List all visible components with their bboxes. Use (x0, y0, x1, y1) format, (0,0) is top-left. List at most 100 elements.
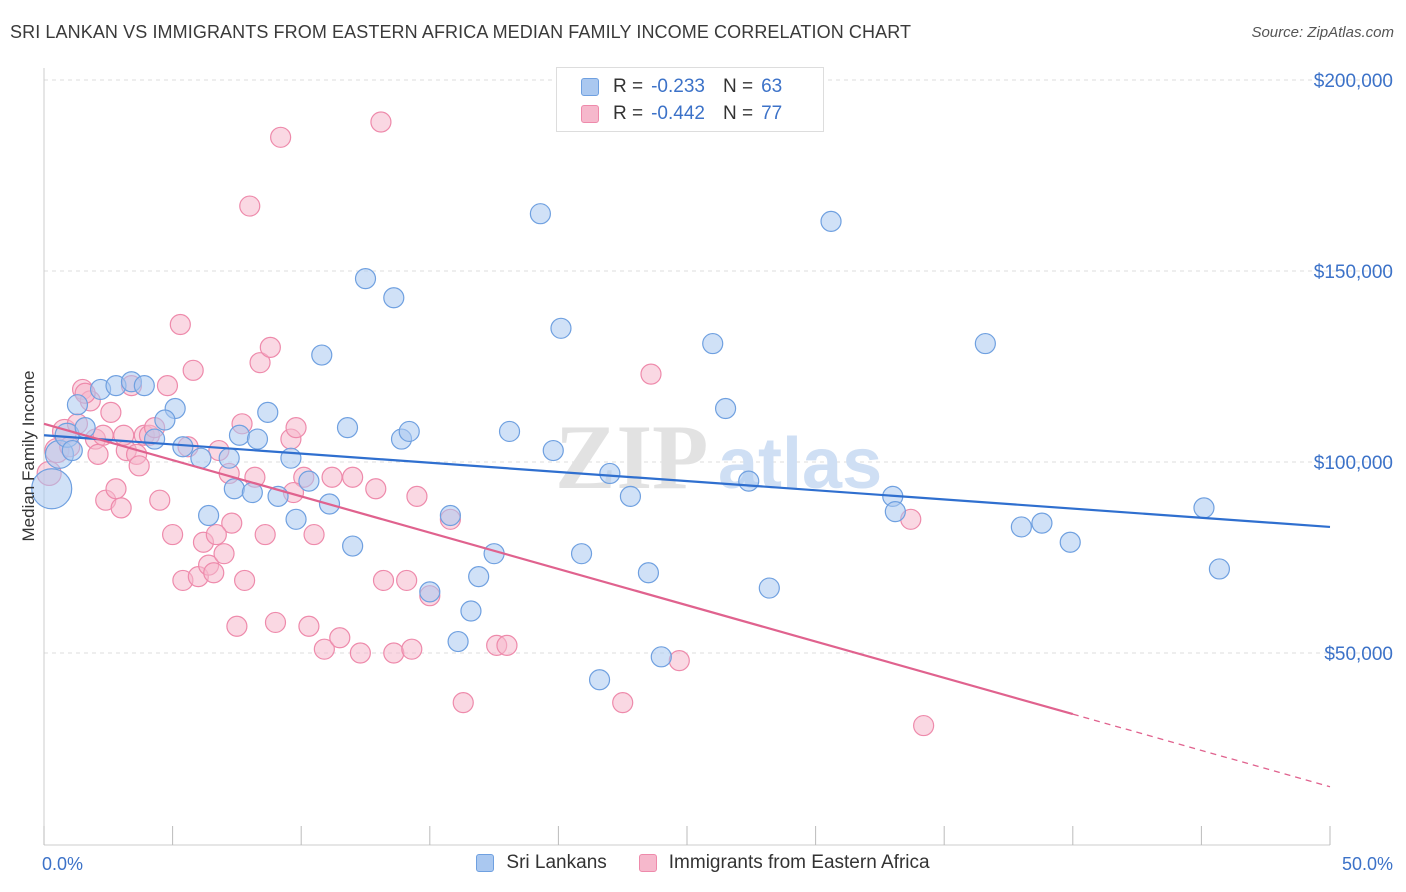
data-point (599, 462, 621, 485)
data-point (460, 600, 482, 622)
data-point (1010, 516, 1032, 538)
data-point (637, 562, 660, 584)
data-point (311, 344, 333, 366)
data-point (612, 692, 634, 714)
legend-n-value: 77 (761, 103, 783, 124)
data-point (218, 447, 240, 469)
data-point (264, 611, 287, 634)
data-point (246, 428, 269, 450)
data-point (128, 455, 150, 477)
data-point (396, 569, 418, 592)
data-point (372, 569, 395, 592)
data-point (61, 439, 83, 462)
data-point (66, 394, 89, 416)
data-point (249, 352, 271, 374)
data-point (133, 375, 155, 397)
data-point (702, 332, 724, 355)
watermark: ZIP atlas (555, 406, 882, 508)
data-point (342, 466, 364, 488)
y-axis-title: Median Family Income (19, 370, 38, 541)
data-point (1031, 512, 1053, 534)
data-point (550, 317, 572, 339)
data-point (447, 630, 469, 653)
data-point (439, 504, 461, 527)
data-point (498, 420, 521, 443)
legend-row-eastern-africa: R = -0.442 N = 77 (581, 102, 782, 126)
correlation-legend: R = -0.233 N = 63 R = -0.442 N = 77 (556, 67, 824, 132)
y-tick-label: $100,000 (1314, 453, 1393, 474)
legend-swatch-blue (581, 78, 599, 96)
series-swatch-pink (638, 854, 657, 872)
data-point (383, 287, 405, 309)
legend-n-label: N = (722, 76, 754, 97)
data-point (100, 401, 122, 423)
data-point (270, 126, 292, 148)
data-point (974, 332, 996, 355)
data-point (1193, 497, 1215, 519)
data-point (570, 543, 593, 565)
data-point (205, 523, 227, 546)
series-legend: Sri Lankans Immigrants from Eastern Afri… (0, 852, 1406, 874)
data-point (259, 336, 281, 358)
data-point (182, 359, 204, 381)
data-point (303, 523, 325, 546)
data-point (257, 401, 279, 423)
legend-row-sri-lankans: R = -0.233 N = 63 (581, 75, 782, 99)
data-point (298, 615, 320, 637)
legend-r-label: R = (613, 103, 644, 124)
data-point (226, 615, 248, 637)
data-point (650, 646, 672, 668)
data-point (223, 478, 245, 500)
data-point (234, 569, 256, 592)
trendline-eastern-africa (43, 422, 1074, 716)
data-point (1059, 531, 1081, 553)
series-legend-eastern-africa[interactable]: Immigrants from Eastern Africa (638, 852, 930, 874)
data-point (280, 447, 302, 469)
data-point (228, 424, 251, 446)
data-point (239, 195, 261, 217)
data-point (884, 501, 906, 523)
data-point (285, 417, 307, 439)
legend-r-value: -0.442 (651, 103, 705, 124)
data-point (398, 420, 420, 443)
blue-points (31, 203, 1231, 691)
data-point (221, 512, 243, 534)
data-point (588, 669, 611, 691)
data-point (169, 313, 191, 336)
data-point (419, 581, 441, 603)
data-point (738, 470, 760, 492)
data-point (298, 470, 320, 492)
data-point (619, 485, 642, 507)
data-point (285, 508, 307, 530)
x-tick-label-min: 0.0% (42, 854, 83, 874)
data-point (468, 565, 490, 588)
y-tick-label: $200,000 (1314, 71, 1393, 92)
data-point (640, 363, 662, 385)
data-point (714, 397, 737, 420)
series-label: Immigrants from Eastern Africa (668, 852, 930, 873)
legend-n-value: 63 (761, 76, 783, 97)
data-point (370, 111, 392, 133)
trendline-sri-lankans (43, 434, 1331, 529)
y-tick-label: $150,000 (1314, 262, 1393, 283)
source-label: Source: ZipAtlas.com (1251, 24, 1394, 41)
data-point (313, 638, 335, 660)
series-legend-sri-lankans[interactable]: Sri Lankans (476, 852, 607, 874)
data-point (203, 562, 225, 584)
legend-r-label: R = (613, 76, 644, 97)
data-point (820, 210, 842, 232)
data-point (668, 650, 690, 672)
data-point (87, 443, 109, 465)
trendlines (43, 422, 1331, 788)
data-point (529, 203, 551, 225)
gridlines (44, 79, 1395, 654)
data-point (143, 428, 166, 450)
axes (43, 68, 1331, 846)
series-swatch-blue (476, 854, 495, 872)
data-point (31, 468, 73, 510)
data-point (401, 638, 423, 660)
watermark-atlas: atlas (718, 424, 882, 504)
data-point (321, 466, 343, 488)
data-point (149, 489, 171, 511)
